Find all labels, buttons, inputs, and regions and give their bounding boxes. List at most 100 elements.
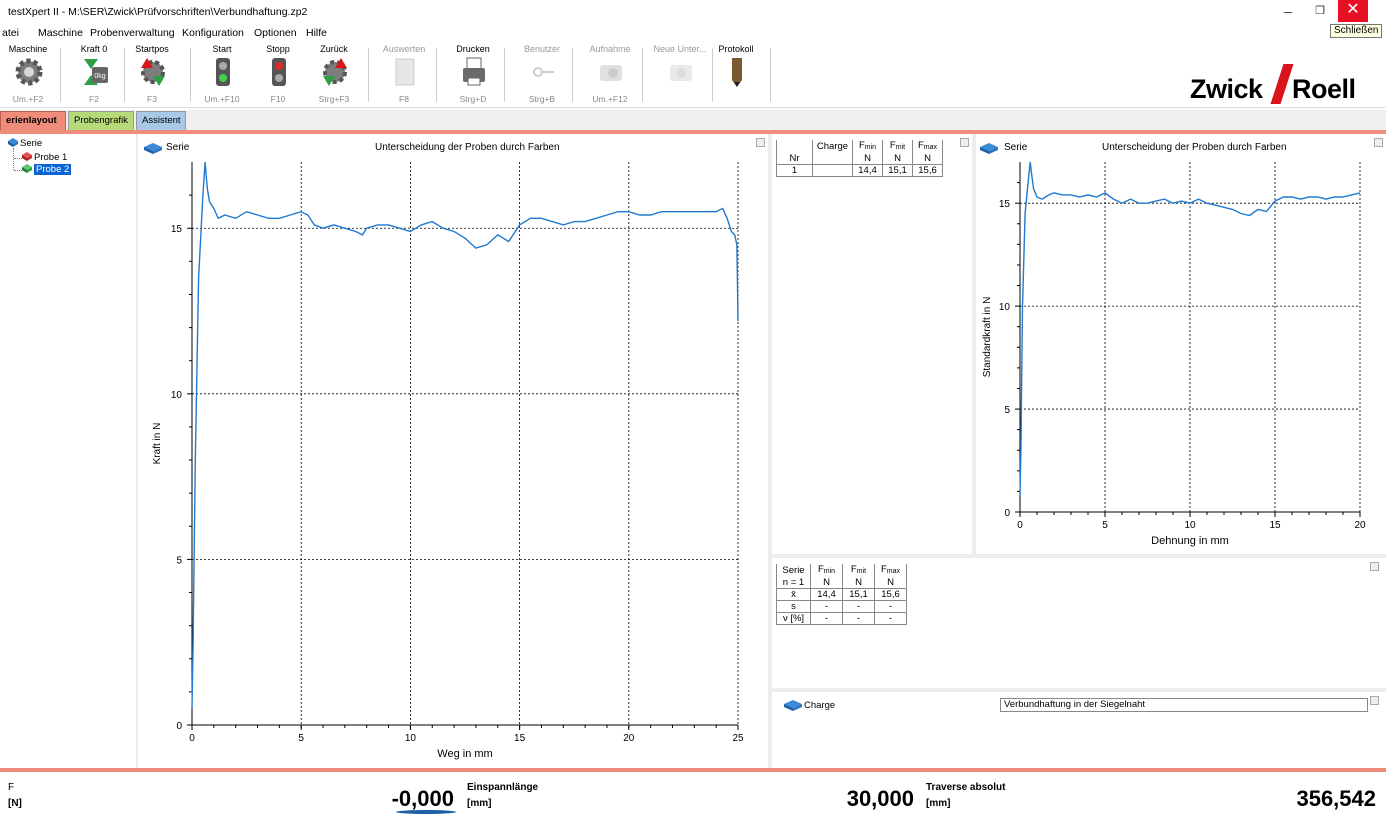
start-light-icon [216, 58, 230, 86]
traverse-value: 356,542 [1296, 786, 1376, 811]
unit-fmit: N [882, 153, 913, 165]
force-value: -0,000 [391, 786, 454, 811]
panel-corner-button[interactable] [960, 138, 969, 147]
drucken-label: Drucken [456, 44, 490, 54]
y-axis-label: Standardkraft in N [982, 297, 993, 378]
menu-maschine[interactable]: Maschine [38, 27, 83, 39]
y-axis-label: Kraft in N [152, 423, 163, 465]
panel-corner-button[interactable] [756, 138, 765, 147]
neue-untersuchung-button[interactable]: Neue Unter... [652, 42, 708, 106]
logo-roell-text: Roell [1292, 74, 1356, 104]
menu-hilfe[interactable]: Hilfe [306, 27, 328, 39]
stats-n-label: n = 1 [776, 577, 811, 589]
stats-unit: N [874, 577, 907, 589]
panel-corner-button[interactable] [1370, 696, 1379, 705]
maschine-button[interactable]: Maschine Um.+F2 [0, 42, 56, 106]
col-header-nr-label: Nr [776, 153, 813, 165]
traverse-label: Traverse absolut [926, 782, 1006, 793]
charge-label: Charge [804, 700, 836, 711]
unit-fmax: N [912, 153, 943, 165]
tree-root-serie[interactable]: Serie [8, 138, 42, 150]
panel-corner-button[interactable] [1374, 138, 1383, 147]
stats-cell: - [842, 612, 875, 625]
close-button[interactable]: ✕ [1338, 0, 1368, 22]
cell-fmit: 15,1 [882, 164, 913, 177]
pane-splitter[interactable] [772, 688, 1386, 692]
cell-fmax: 15,6 [912, 164, 943, 177]
pane-splitter[interactable] [972, 134, 976, 554]
status-bar: F [N] -0,000 Einspannlänge [mm] 30,000 T… [0, 772, 1386, 814]
menu-optionen[interactable]: Optionen [254, 27, 297, 39]
force-indicator [396, 810, 456, 814]
tree-root-label: Serie [20, 138, 43, 149]
aufnahme-button[interactable]: Aufnahme Um.+F12 [582, 42, 638, 106]
kraft0-label: Kraft 0 [80, 44, 108, 54]
y-tick-label: 15 [171, 224, 183, 235]
panel-corner-button[interactable] [1370, 562, 1379, 571]
tab-serienlayout[interactable]: erienlayout [0, 111, 66, 131]
startpos-shortcut: F3 [147, 94, 157, 104]
benutzer-label: Benutzer [523, 44, 561, 54]
tree-item-label: Probe 1 [34, 152, 68, 163]
stats-row-label: x̄ [776, 588, 811, 601]
stats-row-v: ν [%] - - - [776, 612, 907, 625]
stopp-button[interactable]: Stopp F10 [250, 42, 306, 106]
stats-cell: - [810, 612, 843, 625]
pane-splitter[interactable] [136, 134, 138, 768]
start-button[interactable]: Start Um.+F10 [194, 42, 250, 106]
charge-value-field[interactable]: Verbundhaftung in der Siegelnaht [1000, 698, 1368, 712]
menu-probenverwaltung[interactable]: Probenverwaltung [90, 27, 175, 39]
protokoll-label: Protokoll [718, 44, 754, 54]
x-tick-label: 15 [1269, 520, 1281, 531]
tree-item-probe-2[interactable]: Probe 2 [22, 164, 72, 176]
table-row[interactable]: 1 14,4 15,1 15,6 [776, 164, 943, 177]
force-curve-probe-2 [1019, 161, 1361, 496]
force-curve-probe-2 [191, 161, 739, 709]
stopp-shortcut: F10 [270, 94, 286, 104]
x-tick-label: 10 [1184, 520, 1196, 531]
statusbar-separator [0, 768, 1386, 772]
y-tick-label: 0 [1004, 508, 1010, 519]
gear-icon [15, 58, 43, 86]
pane-splitter[interactable] [768, 134, 772, 768]
right-chart-panel: Serie Unterscheidung der Proben durch Fa… [976, 134, 1386, 554]
x-tick-label: 0 [189, 733, 195, 744]
auswerten-shortcut: F8 [399, 94, 409, 104]
kraft0-button[interactable]: Kraft 0 0kg F2 [66, 42, 122, 106]
x-axis-label: Dehnung in mm [1151, 535, 1229, 547]
stats-cell: 14,4 [810, 588, 843, 601]
x-tick-label: 15 [514, 733, 526, 744]
zurueck-button[interactable]: Zurück Strg+F3 [306, 42, 362, 106]
unit-fmin: N [852, 153, 883, 165]
tree-item-probe-1[interactable]: Probe 1 [22, 152, 67, 164]
einspannlaenge-value: 30,000 [846, 786, 914, 811]
tree-item-label: Probe 2 [34, 164, 72, 175]
stats-row-mean: x̄ 14,4 15,1 15,6 [776, 588, 907, 601]
startpos-button[interactable]: Startpos F3 [124, 42, 180, 106]
stats-cell: - [874, 600, 907, 613]
x-axis-label: Weg in mm [437, 748, 492, 760]
new-document-icon [670, 65, 692, 81]
zurueck-shortcut: Strg+F3 [318, 94, 350, 104]
benutzer-button[interactable]: Benutzer Strg+B [514, 42, 570, 106]
menu-konfiguration[interactable]: Konfiguration [182, 27, 244, 39]
menu-datei[interactable]: atei [2, 27, 19, 39]
auswerten-button[interactable]: Auswerten F8 [376, 42, 432, 106]
pane-splitter[interactable] [772, 554, 1386, 558]
tab-underline [0, 130, 1386, 134]
protokoll-button[interactable]: Protokoll [708, 42, 764, 106]
series-icon [980, 143, 998, 154]
stats-col-fmit: Fmit [842, 564, 875, 577]
benutzer-shortcut: Strg+B [528, 94, 556, 104]
printer-icon [463, 57, 485, 86]
left-chart-panel: Serie Unterscheidung der Proben durch Fa… [138, 134, 768, 768]
drucken-button[interactable]: Drucken Strg+D [445, 42, 501, 106]
tab-probengrafik[interactable]: Probengrafik [68, 111, 134, 131]
start-label: Start [212, 44, 232, 54]
minimize-button[interactable]: – [1284, 3, 1292, 19]
aufnahme-label: Aufnahme [589, 44, 631, 54]
restore-button[interactable]: ❐ [1315, 5, 1325, 17]
tab-assistent[interactable]: Assistent [136, 111, 186, 131]
camera-icon [600, 65, 622, 81]
startpos-label: Startpos [135, 44, 169, 54]
